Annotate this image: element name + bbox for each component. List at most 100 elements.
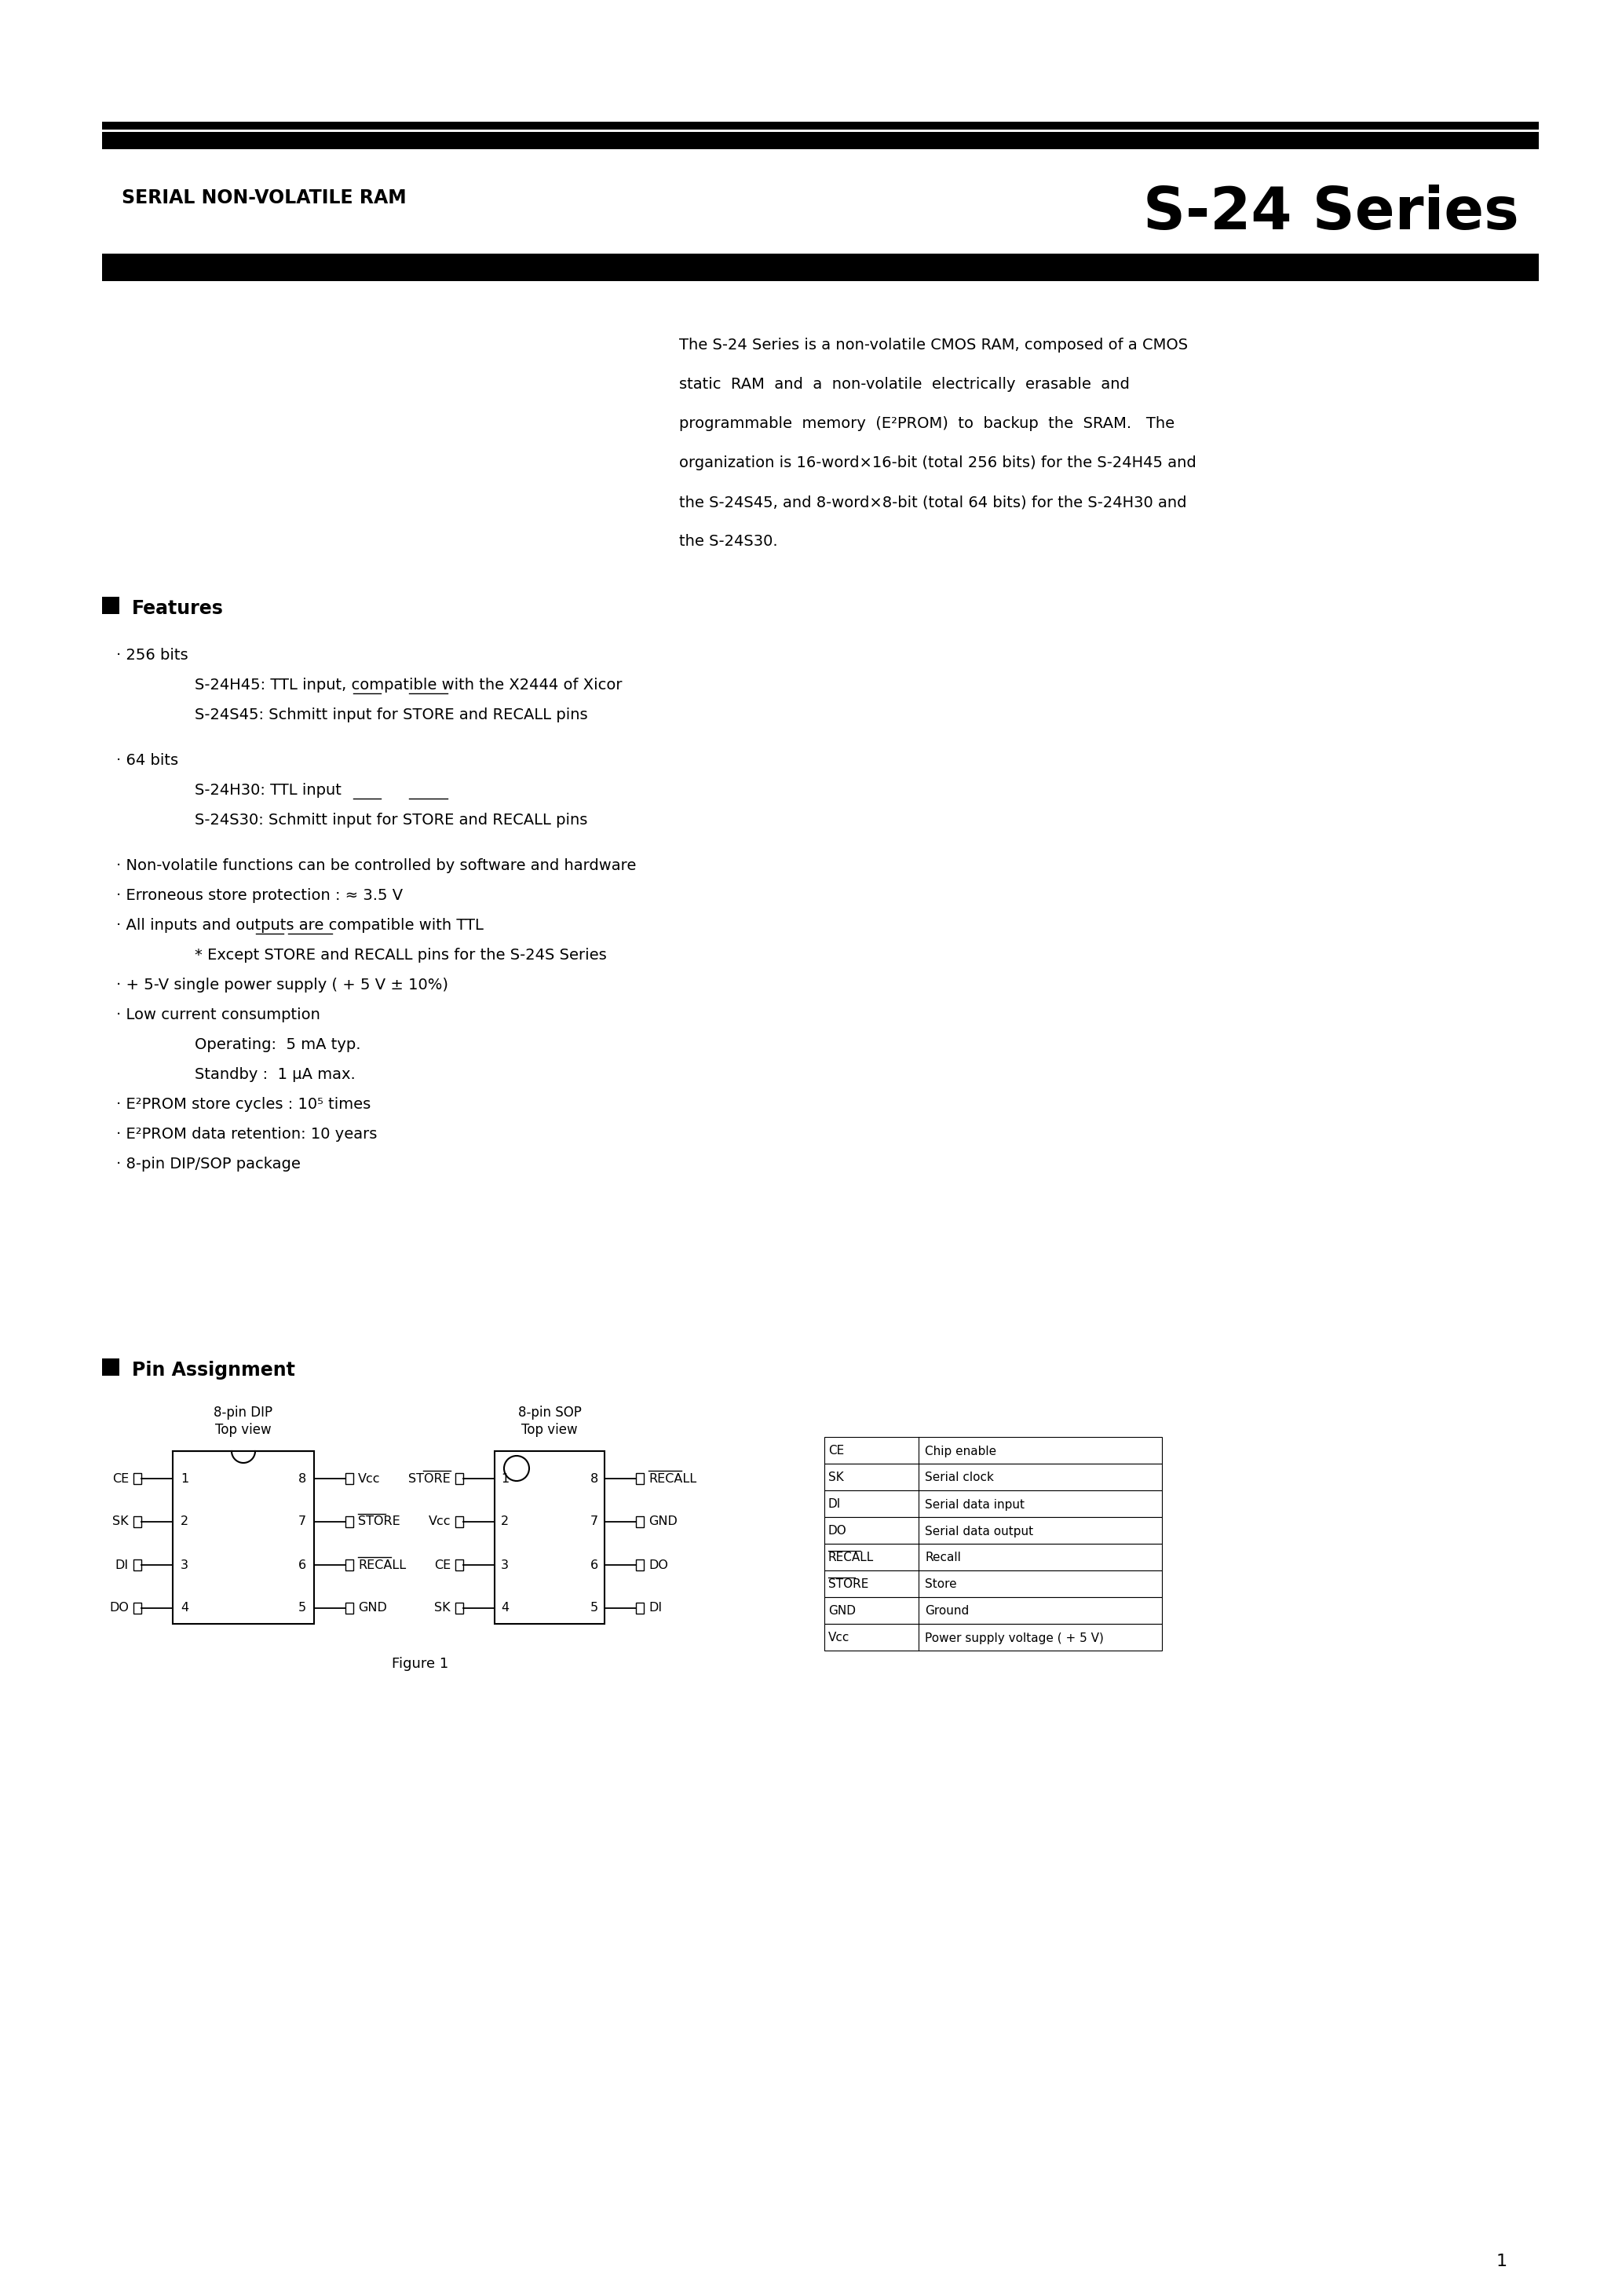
Text: CE: CE bbox=[112, 1472, 128, 1486]
Bar bbox=[345, 1474, 354, 1483]
Text: RECALL: RECALL bbox=[358, 1559, 406, 1570]
Bar bbox=[636, 1515, 644, 1527]
Bar bbox=[102, 1359, 120, 1375]
Text: RECALL: RECALL bbox=[829, 1552, 874, 1564]
Bar bbox=[636, 1603, 644, 1614]
Text: · + 5-V single power supply ( + 5 V ± 10%): · + 5-V single power supply ( + 5 V ± 10… bbox=[117, 978, 448, 992]
Bar bbox=[102, 122, 1539, 129]
Text: SK: SK bbox=[435, 1603, 451, 1614]
Text: GND: GND bbox=[829, 1605, 856, 1616]
Text: the S-24S30.: the S-24S30. bbox=[680, 535, 777, 549]
Bar bbox=[102, 131, 1539, 149]
Text: Serial data output: Serial data output bbox=[925, 1525, 1033, 1536]
Text: Operating:  5 mA typ.: Operating: 5 mA typ. bbox=[195, 1038, 360, 1052]
Text: Recall: Recall bbox=[925, 1552, 960, 1564]
Bar bbox=[102, 262, 1539, 280]
Text: S-24H30: TTL input: S-24H30: TTL input bbox=[195, 783, 341, 797]
Bar bbox=[456, 1474, 464, 1483]
Bar bbox=[636, 1474, 644, 1483]
Text: · Erroneous store protection : ≈ 3.5 V: · Erroneous store protection : ≈ 3.5 V bbox=[117, 889, 402, 902]
Text: 3: 3 bbox=[501, 1559, 509, 1570]
Text: 7: 7 bbox=[590, 1515, 599, 1527]
Bar bbox=[102, 597, 120, 613]
Text: STORE: STORE bbox=[829, 1580, 869, 1591]
Text: 8: 8 bbox=[298, 1472, 307, 1486]
Text: · Non-volatile functions can be controlled by software and hardware: · Non-volatile functions can be controll… bbox=[117, 859, 636, 872]
Text: · 256 bits: · 256 bits bbox=[117, 647, 188, 664]
Text: Pin Assignment: Pin Assignment bbox=[131, 1362, 295, 1380]
Bar bbox=[824, 1490, 1161, 1518]
Text: 4: 4 bbox=[180, 1603, 188, 1614]
Text: organization is 16-word×16-bit (total 256 bits) for the S-24H45 and: organization is 16-word×16-bit (total 25… bbox=[680, 455, 1197, 471]
Text: SK: SK bbox=[829, 1472, 843, 1483]
Text: SERIAL NON-VOLATILE RAM: SERIAL NON-VOLATILE RAM bbox=[122, 188, 407, 207]
Text: Features: Features bbox=[131, 599, 224, 618]
Text: DO: DO bbox=[649, 1559, 668, 1570]
Text: CE: CE bbox=[435, 1559, 451, 1570]
Bar bbox=[824, 1623, 1161, 1651]
Text: 1: 1 bbox=[180, 1472, 188, 1486]
Bar bbox=[824, 1518, 1161, 1543]
Text: Store: Store bbox=[925, 1580, 957, 1591]
Text: Vcc: Vcc bbox=[428, 1515, 451, 1527]
Text: DI: DI bbox=[829, 1499, 842, 1511]
Bar bbox=[824, 1437, 1161, 1463]
Text: S-24 Series: S-24 Series bbox=[1144, 184, 1520, 241]
Bar bbox=[133, 1474, 141, 1483]
Bar bbox=[456, 1515, 464, 1527]
Text: the S-24S45, and 8-word×8-bit (total 64 bits) for the S-24H30 and: the S-24S45, and 8-word×8-bit (total 64 … bbox=[680, 494, 1187, 510]
Text: Serial data input: Serial data input bbox=[925, 1499, 1025, 1511]
Text: DI: DI bbox=[115, 1559, 128, 1570]
Text: · All inputs and outputs are compatible with TTL: · All inputs and outputs are compatible … bbox=[117, 918, 483, 932]
Text: 4: 4 bbox=[501, 1603, 509, 1614]
Text: Top view: Top view bbox=[216, 1424, 271, 1437]
Text: DO: DO bbox=[829, 1525, 847, 1536]
Text: Serial clock: Serial clock bbox=[925, 1472, 994, 1483]
Text: · Low current consumption: · Low current consumption bbox=[117, 1008, 320, 1022]
Text: Vcc: Vcc bbox=[358, 1472, 381, 1486]
Text: Standby :  1 μA max.: Standby : 1 μA max. bbox=[195, 1068, 355, 1081]
Text: static  RAM  and  a  non-volatile  electrically  erasable  and: static RAM and a non-volatile electrical… bbox=[680, 377, 1129, 393]
Text: · 8-pin DIP/SOP package: · 8-pin DIP/SOP package bbox=[117, 1157, 300, 1171]
Bar bbox=[636, 1559, 644, 1570]
Text: 7: 7 bbox=[298, 1515, 307, 1527]
Text: programmable  memory  (E²PROM)  to  backup  the  SRAM.   The: programmable memory (E²PROM) to backup t… bbox=[680, 416, 1174, 432]
Text: 5: 5 bbox=[298, 1603, 307, 1614]
Bar bbox=[345, 1515, 354, 1527]
Text: Top view: Top view bbox=[521, 1424, 577, 1437]
Text: The S-24 Series is a non-volatile CMOS RAM, composed of a CMOS: The S-24 Series is a non-volatile CMOS R… bbox=[680, 338, 1187, 354]
Bar bbox=[133, 1515, 141, 1527]
Text: Ground: Ground bbox=[925, 1605, 968, 1616]
Text: * Except STORE and RECALL pins for the S-24S Series: * Except STORE and RECALL pins for the S… bbox=[195, 948, 607, 962]
Bar bbox=[345, 1559, 354, 1570]
Text: 2: 2 bbox=[180, 1515, 188, 1527]
Text: S-24H45: TTL input, compatible with the X2444 of Xicor: S-24H45: TTL input, compatible with the … bbox=[195, 677, 623, 693]
Text: GND: GND bbox=[358, 1603, 388, 1614]
Text: S-24S45: Schmitt input for STORE and RECALL pins: S-24S45: Schmitt input for STORE and REC… bbox=[195, 707, 587, 723]
Text: RECALL: RECALL bbox=[649, 1472, 696, 1486]
Text: 5: 5 bbox=[590, 1603, 599, 1614]
Bar bbox=[456, 1603, 464, 1614]
Text: DO: DO bbox=[109, 1603, 128, 1614]
Text: 1: 1 bbox=[501, 1472, 509, 1486]
Bar bbox=[824, 1463, 1161, 1490]
Text: DI: DI bbox=[649, 1603, 662, 1614]
Text: SK: SK bbox=[112, 1515, 128, 1527]
Text: 8-pin DIP: 8-pin DIP bbox=[214, 1405, 272, 1419]
Text: CE: CE bbox=[829, 1444, 843, 1458]
Bar bbox=[133, 1559, 141, 1570]
Bar bbox=[824, 1598, 1161, 1623]
Text: · E²PROM data retention: 10 years: · E²PROM data retention: 10 years bbox=[117, 1127, 378, 1141]
Text: 6: 6 bbox=[590, 1559, 599, 1570]
Text: STORE: STORE bbox=[358, 1515, 401, 1527]
Bar bbox=[133, 1603, 141, 1614]
Text: Figure 1: Figure 1 bbox=[391, 1658, 448, 1671]
Text: 2: 2 bbox=[501, 1515, 509, 1527]
Text: STORE: STORE bbox=[409, 1472, 451, 1486]
Text: S-24S30: Schmitt input for STORE and RECALL pins: S-24S30: Schmitt input for STORE and REC… bbox=[195, 813, 587, 827]
Text: 1: 1 bbox=[1495, 2255, 1507, 2268]
Text: · 64 bits: · 64 bits bbox=[117, 753, 178, 767]
Text: 8-pin SOP: 8-pin SOP bbox=[517, 1405, 581, 1419]
Text: · E²PROM store cycles : 10⁵ times: · E²PROM store cycles : 10⁵ times bbox=[117, 1097, 371, 1111]
Bar bbox=[456, 1559, 464, 1570]
